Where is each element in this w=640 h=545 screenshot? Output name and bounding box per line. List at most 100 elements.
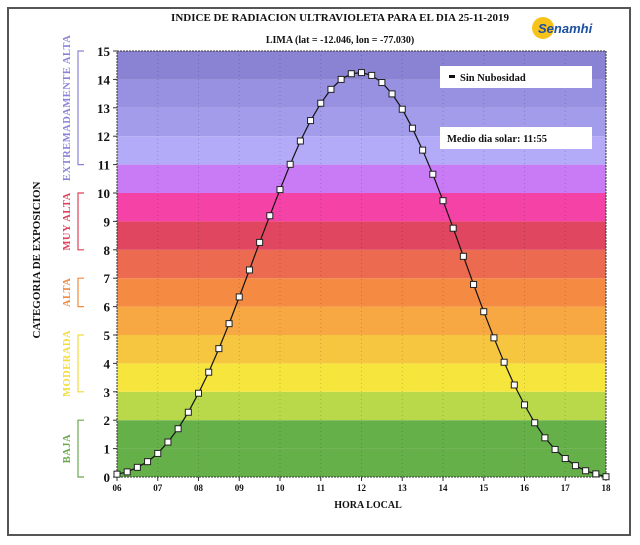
data-point [602, 473, 610, 481]
y-tick-label: 13 [97, 101, 111, 116]
y-axis-label: CATEGORIA DE EXPOSICION [31, 182, 43, 339]
data-point [398, 105, 406, 113]
category-bracket [77, 419, 84, 478]
data-point [429, 170, 437, 178]
chart-subtitle: LIMA (lat = -12.046, lon = -77.030) [266, 35, 414, 46]
data-point [470, 280, 478, 288]
uv-band-5 [117, 306, 606, 335]
x-axis-label: HORA LOCAL [334, 500, 402, 511]
x-tick-label: 11 [316, 483, 325, 493]
data-point [439, 197, 447, 205]
y-tick-label: 3 [104, 385, 111, 400]
data-point [327, 85, 335, 93]
data-point [358, 69, 365, 77]
uv-band-4 [117, 335, 606, 364]
uv-band-8 [117, 221, 606, 250]
legend: Sin Nubosidad [440, 66, 592, 88]
data-point [582, 467, 590, 475]
uv-band-10 [117, 164, 606, 193]
data-point [164, 438, 172, 446]
data-point [205, 368, 213, 376]
data-point [276, 186, 284, 194]
data-point [113, 470, 121, 478]
chart-title: INDICE DE RADIACION ULTRAVIOLETA PARA EL… [171, 12, 509, 24]
x-tick-label: 17 [561, 483, 571, 493]
y-tick-label: 8 [104, 243, 111, 258]
y-tick-label: 0 [104, 470, 111, 485]
data-point [123, 468, 131, 476]
data-point [337, 75, 345, 83]
x-tick-label: 18 [602, 483, 612, 493]
data-point [521, 401, 528, 409]
data-point [286, 160, 294, 168]
uv-band-0 [117, 448, 606, 477]
y-tick-label: 12 [97, 129, 110, 144]
data-point [541, 434, 549, 442]
legend-marker [449, 75, 455, 78]
data-point [154, 449, 162, 457]
x-tick-label: 15 [479, 483, 489, 493]
x-tick-label: 09 [235, 483, 245, 493]
y-tick-label: 11 [98, 158, 110, 173]
data-point [510, 381, 518, 389]
solar-noon-text: Medio dia solar: 11:55 [447, 134, 547, 145]
data-point [347, 70, 355, 78]
solar-noon-annotation: Medio dia solar: 11:55 [440, 127, 592, 149]
y-tick-label: 5 [104, 328, 111, 343]
data-point [449, 224, 457, 232]
data-point [388, 90, 396, 98]
y-tick-label: 6 [104, 300, 111, 315]
data-point [174, 425, 182, 433]
x-tick-label: 08 [194, 483, 204, 493]
legend-entry: Sin Nubosidad [460, 73, 526, 84]
y-tick-label: 4 [104, 356, 111, 371]
y-tick-label: 14 [97, 72, 111, 87]
category-label-baja: BAJA [62, 434, 73, 463]
uv-band-3 [117, 363, 606, 392]
y-tick-label: 9 [104, 214, 111, 229]
category-bracket [77, 334, 84, 393]
category-label-alta: ALTA [62, 278, 73, 307]
data-point [296, 137, 304, 145]
y-tick-label: 1 [104, 442, 111, 457]
senamhi-logo: Senamhi [532, 17, 593, 39]
x-tick-label: 07 [153, 483, 163, 493]
data-point [378, 79, 386, 87]
y-tick-label: 15 [97, 44, 111, 59]
uv-band-9 [117, 193, 606, 222]
data-point [419, 146, 427, 154]
data-point [592, 470, 600, 478]
uv-band-6 [117, 278, 606, 307]
data-point [184, 408, 192, 416]
uv-band-1 [117, 420, 606, 449]
data-point [215, 345, 223, 353]
category-bracket [77, 192, 84, 251]
data-point [408, 124, 416, 132]
data-point [133, 463, 141, 471]
data-point [317, 99, 325, 107]
category-label-muy-alta: MUY ALTA [62, 192, 73, 250]
x-tick-label: 14 [439, 483, 449, 493]
category-bracket [77, 277, 84, 308]
category-label-moderada: MODERADA [62, 330, 73, 397]
data-point [235, 293, 243, 301]
y-tick-label: 10 [97, 186, 110, 201]
sun-icon [532, 17, 554, 39]
data-point [144, 458, 152, 466]
data-point [490, 334, 498, 342]
data-point [225, 320, 233, 328]
data-point [256, 238, 264, 246]
x-tick-label: 10 [276, 483, 286, 493]
data-point [307, 117, 315, 125]
x-tick-label: 16 [520, 483, 530, 493]
category-bracket [77, 50, 84, 166]
y-tick-label: 2 [104, 413, 111, 428]
data-point [571, 462, 579, 470]
data-point [368, 71, 376, 79]
uv-band-7 [117, 249, 606, 279]
data-point [266, 212, 274, 220]
x-tick-label: 12 [357, 483, 367, 493]
svg-text:Senamhi: Senamhi [538, 21, 593, 36]
category-label-extremadamente-alta: EXTREMADAMENTE ALTA [62, 35, 73, 181]
